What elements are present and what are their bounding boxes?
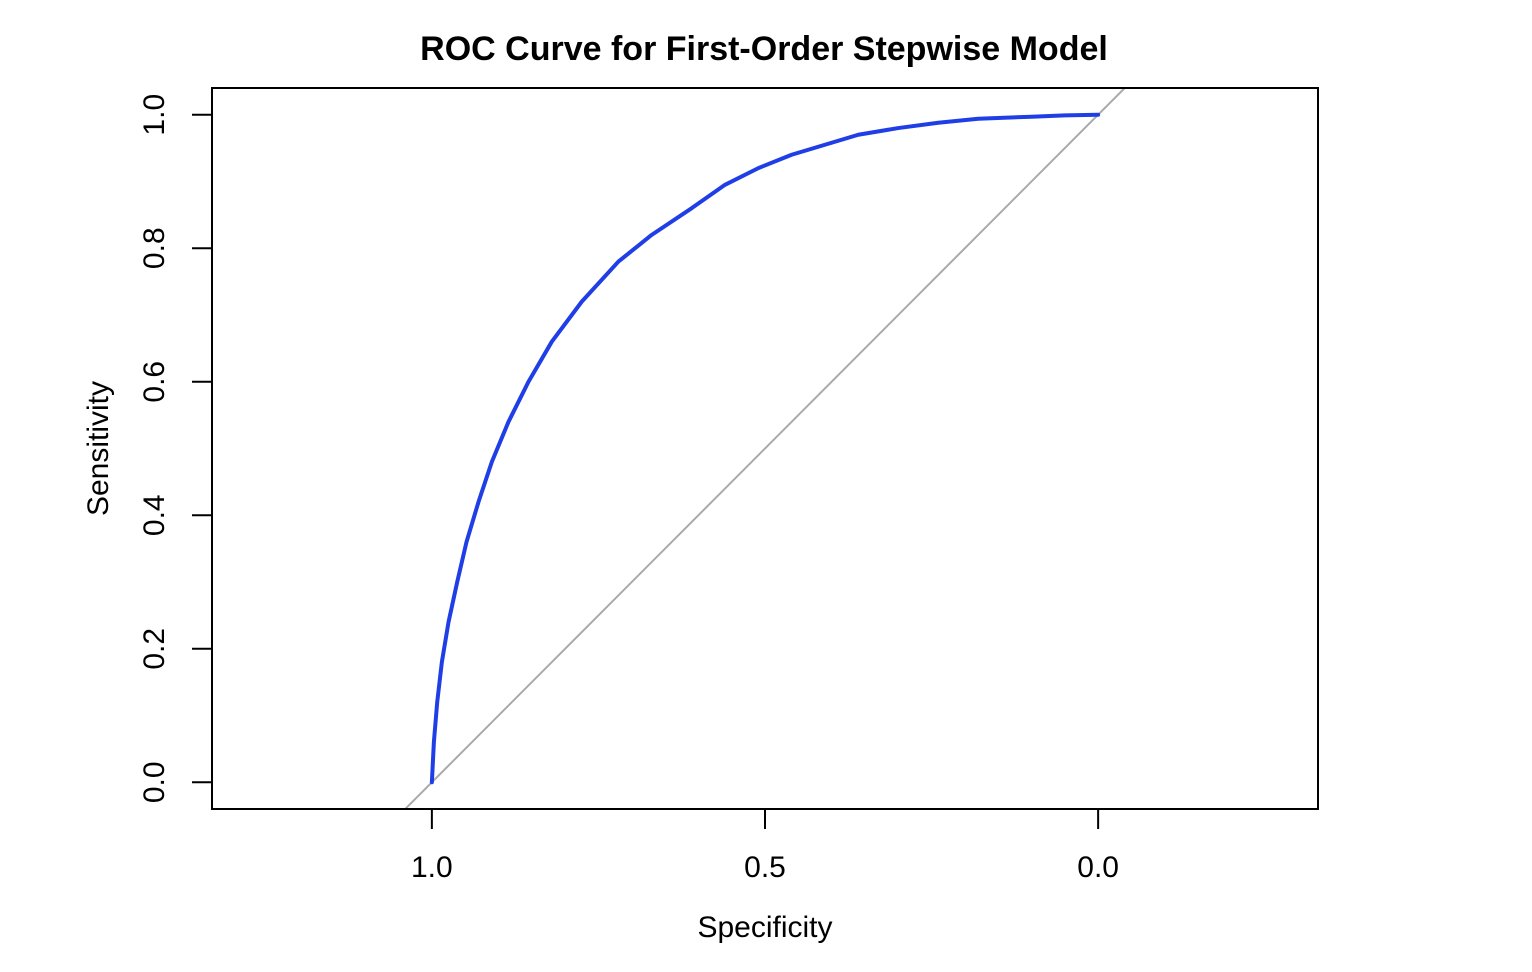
reference-diagonal-line bbox=[403, 88, 1127, 809]
plot-area bbox=[403, 88, 1127, 809]
roc-curve-line bbox=[429, 112, 1101, 785]
y-tick-label: 0.4 bbox=[138, 494, 171, 536]
y-tick-label: 0.0 bbox=[138, 761, 171, 803]
y-tick-label: 0.8 bbox=[138, 227, 171, 269]
x-tick-label: 1.0 bbox=[411, 851, 453, 884]
y-tick-label: 1.0 bbox=[138, 94, 171, 136]
x-tick-label: 0.0 bbox=[1077, 851, 1119, 884]
x-tick-label: 0.5 bbox=[744, 851, 786, 884]
y-tick-label: 0.6 bbox=[138, 361, 171, 403]
y-axis-title: Sensitivity bbox=[82, 381, 115, 516]
x-axis: 1.0 0.5 0.0 bbox=[411, 808, 1119, 884]
y-tick-label: 0.2 bbox=[138, 628, 171, 670]
y-axis: 0.0 0.2 0.4 0.6 0.8 1.0 bbox=[138, 94, 213, 803]
x-axis-title: Specificity bbox=[697, 911, 832, 944]
chart-title: ROC Curve for First-Order Stepwise Model bbox=[420, 30, 1108, 68]
